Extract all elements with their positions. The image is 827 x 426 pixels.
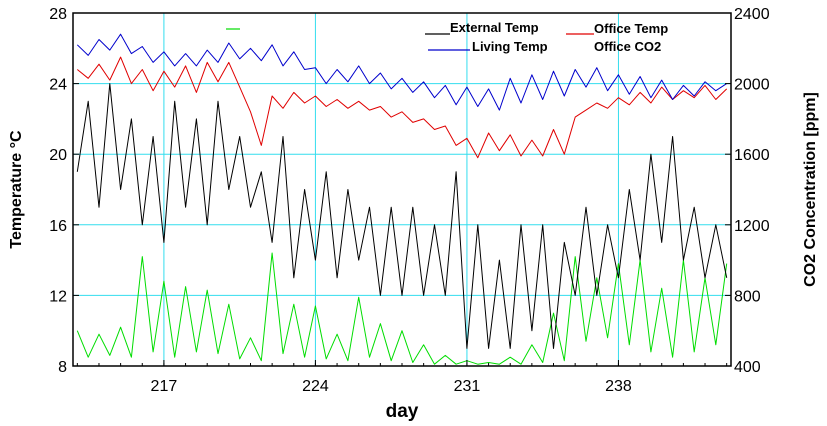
x-axis-title: day <box>386 401 419 422</box>
y-axis-right-title: CO2 Concentration [ppm] <box>802 92 819 287</box>
ticks: 217 224 231 238 8 12 16 20 24 28 400 800 1200 1600 200… <box>49 6 769 395</box>
x-tick-label: 238 <box>605 378 632 395</box>
y-right-tick-label: 2000 <box>734 77 770 94</box>
grid <box>73 13 731 366</box>
legend: External Temp Living Temp Office Temp Offic… <box>226 20 668 54</box>
y-right-tick-label: 1600 <box>734 147 770 164</box>
y-right-tick-label: 800 <box>734 288 761 305</box>
legend-label-living-temp: Living Temp <box>472 39 548 54</box>
series-line-external-temp <box>76 83 728 349</box>
series-line-living-temp <box>76 33 727 111</box>
y-left-tick-label: 24 <box>49 77 67 94</box>
legend-label-office-co2: Office CO2 <box>594 39 661 54</box>
y-right-tick-label: 400 <box>734 359 761 376</box>
y-left-tick-label: 16 <box>49 218 67 235</box>
x-tick-label: 231 <box>454 378 481 395</box>
y-axis-left-title: Temperature °C <box>8 130 25 249</box>
plot-frame <box>72 12 732 367</box>
legend-label-external-temp: External Temp <box>450 20 539 35</box>
legend-label-office-temp: Office Temp <box>594 21 668 36</box>
x-tick-label: 217 <box>151 378 178 395</box>
x-tick-label: 224 <box>302 378 329 395</box>
y-right-tick-label: 2400 <box>734 6 770 23</box>
y-left-tick-label: 28 <box>49 6 67 23</box>
series-line-office-temp <box>76 56 728 159</box>
y-left-tick-label: 20 <box>49 147 67 164</box>
series-layer <box>76 33 728 365</box>
y-right-tick-label: 1200 <box>734 218 770 235</box>
y-left-tick-label: 8 <box>58 359 67 376</box>
y-left-tick-label: 12 <box>49 288 67 305</box>
series-line-office-co2 <box>76 252 728 365</box>
